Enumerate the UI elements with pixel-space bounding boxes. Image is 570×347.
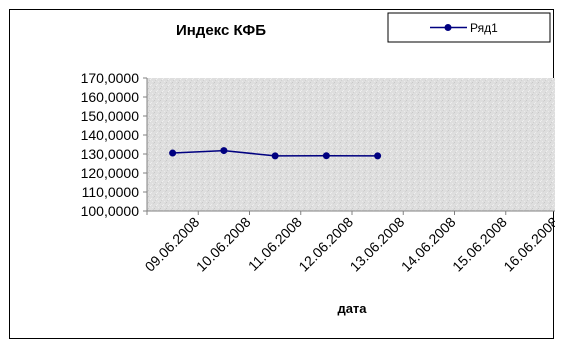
chart-area: Индекс КФБ Ряд1 170,0000 160,0000 150,0000… [9, 9, 555, 339]
x-tick-label: 12.06.2008 [295, 214, 356, 275]
chart-title: Индекс КФБ [176, 22, 266, 39]
y-tick-label: 160,0000 [81, 89, 140, 105]
legend-box [387, 12, 551, 43]
data-point [322, 152, 330, 160]
x-tick-label: 09.06.2008 [142, 214, 203, 275]
x-tick-label: 16.06.2008 [500, 214, 555, 275]
data-point [169, 149, 177, 157]
legend-label: Ряд1 [470, 21, 498, 35]
legend-marker [444, 24, 452, 31]
legend: Ряд1 [387, 12, 551, 43]
y-tick-label: 120,0000 [81, 165, 140, 181]
data-point [220, 147, 228, 155]
y-axis-ticks: 170,0000 160,0000 150,0000 140,0000 130,0000… [81, 70, 147, 219]
x-tick-label: 10.06.2008 [193, 214, 254, 275]
data-point [374, 152, 382, 160]
y-tick-label: 140,0000 [81, 127, 140, 143]
y-tick-label: 170,0000 [81, 70, 140, 86]
plot-area [147, 78, 555, 211]
x-tick-label: 14.06.2008 [398, 214, 459, 275]
series-layer [169, 147, 382, 160]
y-tick-label: 110,0000 [82, 184, 140, 200]
data-point [271, 152, 279, 160]
x-axis-ticks: 09.06.200810.06.200811.06.200812.06.2008… [142, 211, 555, 275]
y-tick-label: 150,0000 [81, 108, 140, 124]
chart-svg: Индекс КФБ Ряд1 170,0000 160,0000 150,0000… [81, 12, 555, 316]
y-tick-label: 130,0000 [81, 146, 140, 162]
x-axis-label: дата [337, 301, 367, 316]
x-tick-label: 15.06.2008 [449, 214, 510, 275]
y-tick-label: 100,0000 [81, 203, 140, 219]
x-tick-label: 13.06.2008 [347, 214, 408, 275]
